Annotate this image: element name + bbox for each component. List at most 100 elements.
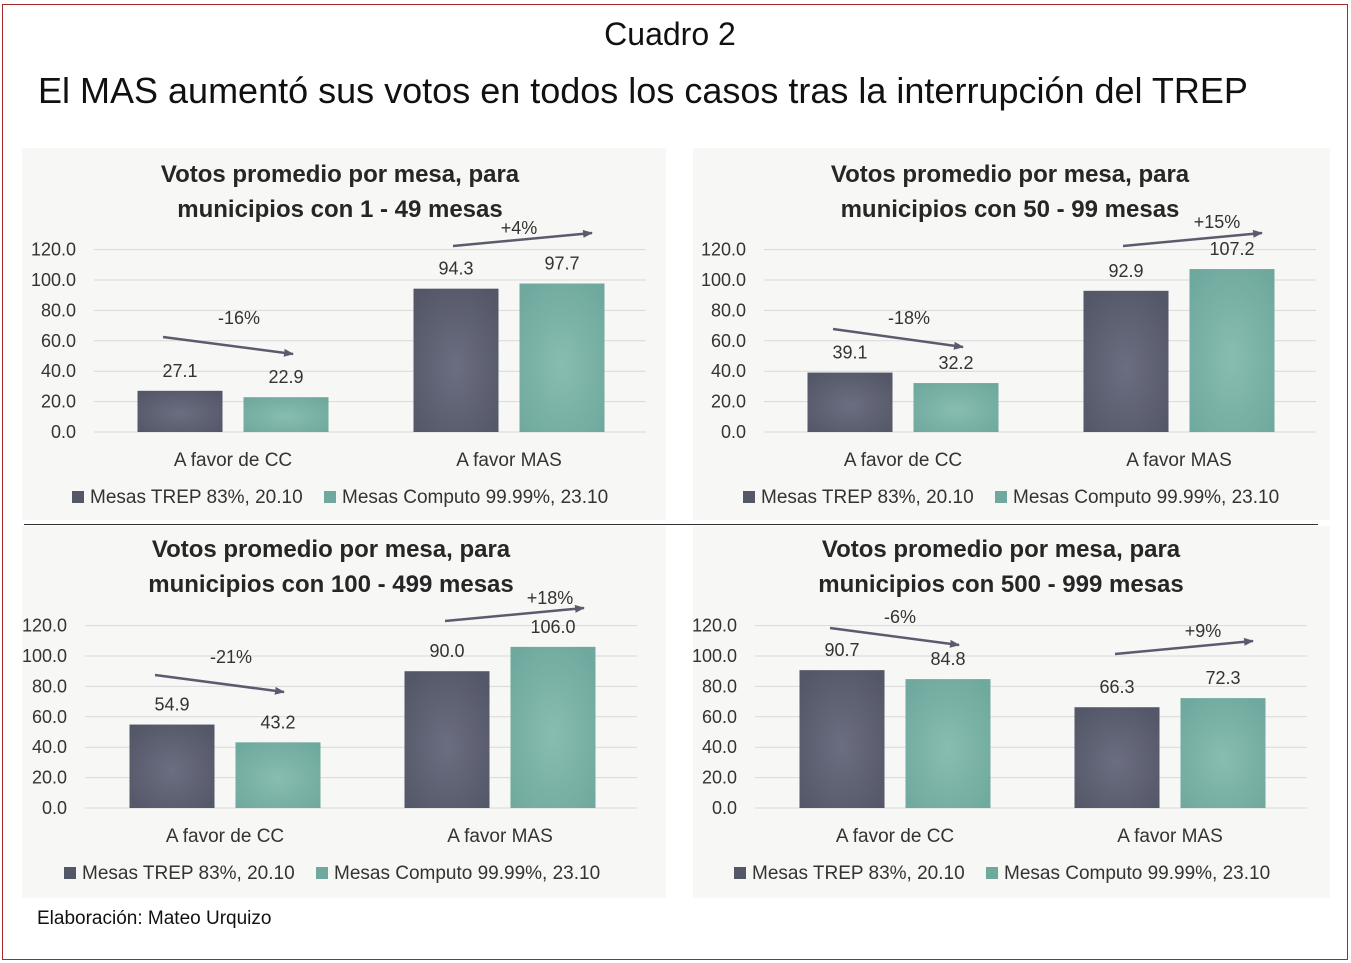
chart3-legend-label-computo: Mesas Computo 99.99%, 23.10 xyxy=(334,863,600,884)
chart1-data-label: 22.9 xyxy=(268,367,303,387)
chart3-bar-trep xyxy=(129,724,215,808)
chart1-data-label: 27.1 xyxy=(162,361,197,381)
chart2-y-tick-label: 40.0 xyxy=(711,361,746,381)
chart4-legend-label-computo: Mesas Computo 99.99%, 23.10 xyxy=(1004,863,1270,884)
chart4-y-tick-label: 0.0 xyxy=(712,798,737,818)
chart3-data-label: 90.0 xyxy=(429,641,464,661)
chart2-data-label: 92.9 xyxy=(1108,261,1143,281)
chart4-trend-arrow xyxy=(1114,637,1254,656)
page-title: El MAS aumentó sus votos en todos los ca… xyxy=(38,70,1248,111)
chart3-y-tick-label: 20.0 xyxy=(32,768,67,788)
chart4-y-tick-label: 20.0 xyxy=(702,768,737,788)
chart2-y-tick-label: 20.0 xyxy=(711,392,746,412)
panel-divider xyxy=(24,524,1318,525)
chart2-title-line-1: Votos promedio por mesa, para xyxy=(831,161,1190,188)
chart2-data-label: 39.1 xyxy=(832,343,867,363)
chart2-y-tick-label: 60.0 xyxy=(711,331,746,351)
chart2-trend-arrow xyxy=(832,327,964,350)
figure-number: Cuadro 2 xyxy=(604,16,736,52)
chart4-bar-computo xyxy=(905,679,991,808)
chart4-y-tick-label: 40.0 xyxy=(702,737,737,757)
chart4-legend-label-trep: Mesas TREP 83%, 20.10 xyxy=(752,863,965,884)
chart4-category-label: A favor de CC xyxy=(836,826,954,847)
chart2-data-label: 32.2 xyxy=(938,353,973,373)
chart4-data-label: 66.3 xyxy=(1099,677,1134,697)
chart3-bar-computo xyxy=(235,742,321,808)
chart4-y-tick-label: 120.0 xyxy=(692,616,737,636)
chart1-data-label: 94.3 xyxy=(438,259,473,279)
chart1-category-label: A favor MAS xyxy=(456,450,562,471)
chart3-data-label: 106.0 xyxy=(530,617,575,637)
chart3-trend-arrow xyxy=(154,673,285,695)
chart3-data-label: 43.2 xyxy=(260,712,295,732)
chart3-y-tick-label: 40.0 xyxy=(32,737,67,757)
chart2-y-tick-label: 120.0 xyxy=(701,240,746,260)
chart1-y-tick-label: 120.0 xyxy=(31,240,76,260)
chart4-legend-swatch-trep xyxy=(734,867,746,879)
chart1-trend-arrow xyxy=(452,229,593,248)
chart1-title-line-1: Votos promedio por mesa, para xyxy=(161,161,520,188)
chart2-y-tick-label: 80.0 xyxy=(711,300,746,320)
chart3-category-label: A favor de CC xyxy=(166,826,284,847)
chart1-y-tick-label: 40.0 xyxy=(41,361,76,381)
chart2-legend-swatch-trep xyxy=(743,491,755,503)
chart3-data-label: 54.9 xyxy=(154,695,189,715)
chart3-change-annotation: +18% xyxy=(527,588,574,608)
chart3-trend-arrow xyxy=(444,604,585,623)
credit-text: Elaboración: Mateo Urquizo xyxy=(37,908,272,929)
chart3-y-tick-label: 100.0 xyxy=(22,646,67,666)
chart1-trend-arrow xyxy=(162,335,294,357)
chart3-legend-swatch-computo xyxy=(316,867,328,879)
chart2-bar-trep xyxy=(1083,290,1169,432)
chart4-data-label: 84.8 xyxy=(930,649,965,669)
chart2-y-tick-label: 0.0 xyxy=(721,422,746,442)
chart4-title-line-1: Votos promedio por mesa, para xyxy=(822,536,1181,563)
chart1-bar-computo xyxy=(243,397,329,432)
chart4-y-tick-label: 60.0 xyxy=(702,707,737,727)
chart1-bar-computo xyxy=(519,283,605,432)
chart3-title-line-2: municipios con 100 - 499 mesas xyxy=(148,571,514,598)
chart1-legend-label-trep: Mesas TREP 83%, 20.10 xyxy=(90,487,303,508)
chart1-y-tick-label: 20.0 xyxy=(41,392,76,412)
chart1-bar-trep xyxy=(137,390,223,432)
chart2-y-tick-label: 100.0 xyxy=(701,270,746,290)
chart3-legend-swatch-trep xyxy=(64,867,76,879)
chart3-bar-trep xyxy=(404,671,490,808)
chart4-change-annotation: -6% xyxy=(884,607,916,627)
chart2-bar-trep xyxy=(807,372,893,432)
chart4-category-label: A favor MAS xyxy=(1117,826,1223,847)
chart1-y-tick-label: 0.0 xyxy=(51,422,76,442)
chart3-title-line-1: Votos promedio por mesa, para xyxy=(152,536,511,563)
chart1-change-annotation: +4% xyxy=(501,218,538,238)
chart4-bar-trep xyxy=(799,670,885,808)
chart2-bar-computo xyxy=(1189,269,1275,432)
chart1-data-label: 97.7 xyxy=(544,253,579,273)
chart3-bar-computo xyxy=(510,646,596,808)
chart1-y-tick-label: 100.0 xyxy=(31,270,76,290)
chart1-legend-swatch-computo xyxy=(324,491,336,503)
chart2-legend-swatch-computo xyxy=(995,491,1007,503)
chart1-y-tick-label: 60.0 xyxy=(41,331,76,351)
chart4-data-label: 90.7 xyxy=(824,640,859,660)
chart2-bar-computo xyxy=(913,383,999,432)
chart3-y-tick-label: 80.0 xyxy=(32,676,67,696)
chart2-data-label: 107.2 xyxy=(1209,239,1254,259)
chart1-bar-trep xyxy=(413,288,499,432)
chart2-legend-label-computo: Mesas Computo 99.99%, 23.10 xyxy=(1013,487,1279,508)
chart3-y-tick-label: 120.0 xyxy=(22,616,67,636)
chart4-y-tick-label: 100.0 xyxy=(692,646,737,666)
chart2-change-annotation: +15% xyxy=(1194,212,1241,232)
chart3-y-tick-label: 60.0 xyxy=(32,707,67,727)
chart1-title-line-2: municipios con 1 - 49 mesas xyxy=(177,196,502,223)
chart4-bar-computo xyxy=(1180,698,1266,808)
chart4-legend-swatch-computo xyxy=(986,867,998,879)
chart3-change-annotation: -21% xyxy=(210,647,252,667)
chart1-change-annotation: -16% xyxy=(218,308,260,328)
chart4-bar-trep xyxy=(1074,707,1160,808)
chart3-y-tick-label: 0.0 xyxy=(42,798,67,818)
chart2-change-annotation: -18% xyxy=(888,308,930,328)
chart1-legend-swatch-trep xyxy=(72,491,84,503)
chart1-legend-label-computo: Mesas Computo 99.99%, 23.10 xyxy=(342,487,608,508)
chart4-change-annotation: +9% xyxy=(1185,621,1222,641)
